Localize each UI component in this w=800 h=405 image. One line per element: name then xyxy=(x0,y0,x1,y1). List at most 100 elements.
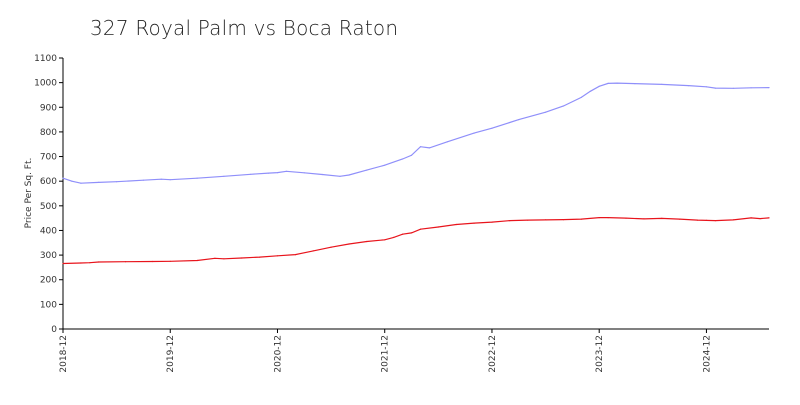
series-1-point xyxy=(71,180,73,182)
x-tick-label: 2024-12 xyxy=(702,335,712,373)
series-1-point xyxy=(714,87,717,89)
y-tick-label: 1000 xyxy=(34,79,57,89)
series-1-point xyxy=(688,85,690,87)
series-1-point xyxy=(142,179,144,181)
x-tick-label: 2018-12 xyxy=(59,335,69,373)
chart-title: 327 Royal Palm vs Boca Raton xyxy=(90,16,399,40)
series-2-point xyxy=(455,223,457,226)
y-tick-label: 600 xyxy=(40,177,57,187)
series-1-point xyxy=(196,177,198,179)
series-2-point xyxy=(89,262,91,264)
series-1-point xyxy=(384,164,386,166)
series-2-point xyxy=(562,219,565,221)
series-2-point xyxy=(768,217,770,219)
series-1-point xyxy=(267,172,270,174)
series-2-point xyxy=(545,219,547,221)
series-2-point xyxy=(509,220,511,222)
series-2-point xyxy=(473,222,475,224)
series-2-point xyxy=(223,258,225,260)
y-tick-label: 800 xyxy=(40,128,57,138)
series-2-point xyxy=(196,259,198,262)
series-1-point xyxy=(598,85,600,87)
series-2-point xyxy=(259,256,261,258)
series-2-point xyxy=(384,239,386,241)
x-tick-label: 2022-12 xyxy=(488,335,498,373)
chart-axes xyxy=(62,58,769,330)
y-tick-label: 500 xyxy=(40,202,57,212)
series-2-point xyxy=(750,217,752,219)
series-2-point xyxy=(80,262,82,264)
y-tick-label: 0 xyxy=(51,325,57,335)
series-1-point xyxy=(348,174,350,176)
series-1-point xyxy=(410,154,413,156)
series-1-point xyxy=(62,177,64,179)
series-1-point xyxy=(580,96,582,98)
series-1-point xyxy=(545,111,547,113)
series-2-point xyxy=(679,218,681,220)
x-tick-label: 2021-12 xyxy=(381,335,391,373)
series-2-point xyxy=(312,250,314,252)
series-2-point xyxy=(62,262,64,265)
series-2-point xyxy=(598,217,600,219)
series-1-point xyxy=(402,158,404,160)
series-1-point xyxy=(169,179,171,181)
series-1-point xyxy=(303,172,305,174)
series-1-point xyxy=(419,146,422,148)
x-tick-label: 2023-12 xyxy=(595,335,605,373)
series-2-point xyxy=(348,243,350,245)
series-2-point xyxy=(580,218,582,220)
y-axis-label: Price Per Sq. Ft. xyxy=(24,158,34,229)
series-2-point xyxy=(759,218,761,220)
series-1-point xyxy=(732,87,734,89)
series-1-point xyxy=(276,172,279,174)
series-lines xyxy=(62,82,770,265)
series-1-point xyxy=(491,127,493,129)
series-1-point xyxy=(339,175,341,177)
series-1-point xyxy=(98,181,100,183)
series-2-point xyxy=(437,226,439,228)
series-2-point xyxy=(625,217,627,219)
x-tick-label: 2020-12 xyxy=(273,335,283,373)
x-tick-label: 2019-12 xyxy=(166,335,176,373)
series-2-point xyxy=(241,257,243,259)
y-tick-label: 1100 xyxy=(34,54,57,64)
series-2-point xyxy=(714,220,717,222)
series-1-point xyxy=(473,132,475,134)
series-1-point xyxy=(321,173,323,176)
series-2-point xyxy=(294,254,296,256)
series-1-point xyxy=(562,105,565,107)
series-2-point xyxy=(330,246,332,248)
series-2-point xyxy=(732,219,734,221)
series-2-point xyxy=(419,228,422,230)
series-2-point xyxy=(410,232,413,234)
series-1-point xyxy=(661,83,663,85)
series-2-point xyxy=(393,236,395,238)
y-tick-label: 900 xyxy=(40,103,57,113)
x-axis-ticks: 2018-12 2019-12 2020-12 2021-12 2022-12 2023-… xyxy=(59,329,712,373)
y-axis-ticks: 0 100 200 300 400 500 600 700 800 900 1000 1100 xyxy=(34,54,63,335)
series-1-point xyxy=(116,181,118,183)
series-1-point xyxy=(80,182,82,184)
series-2-point xyxy=(705,219,708,221)
y-tick-label: 300 xyxy=(40,251,57,261)
series-1-point xyxy=(616,82,618,84)
series-2-point xyxy=(151,260,153,263)
series-1-point xyxy=(160,178,162,180)
series-1-point xyxy=(366,169,368,171)
series-1-point xyxy=(250,173,252,175)
series-1-point xyxy=(518,119,520,121)
series-2-point xyxy=(276,255,279,257)
series-1-point xyxy=(705,86,708,88)
series-1-point xyxy=(223,175,225,177)
y-tick-label: 200 xyxy=(40,276,57,286)
series-2-point xyxy=(214,257,216,259)
series-2-point xyxy=(402,233,404,235)
series-1-point xyxy=(768,87,770,89)
series-2-point xyxy=(98,261,100,263)
series-1-point xyxy=(607,82,609,84)
series-2-point xyxy=(643,218,645,220)
series-2-point xyxy=(125,261,127,263)
series-2-point xyxy=(607,217,609,219)
